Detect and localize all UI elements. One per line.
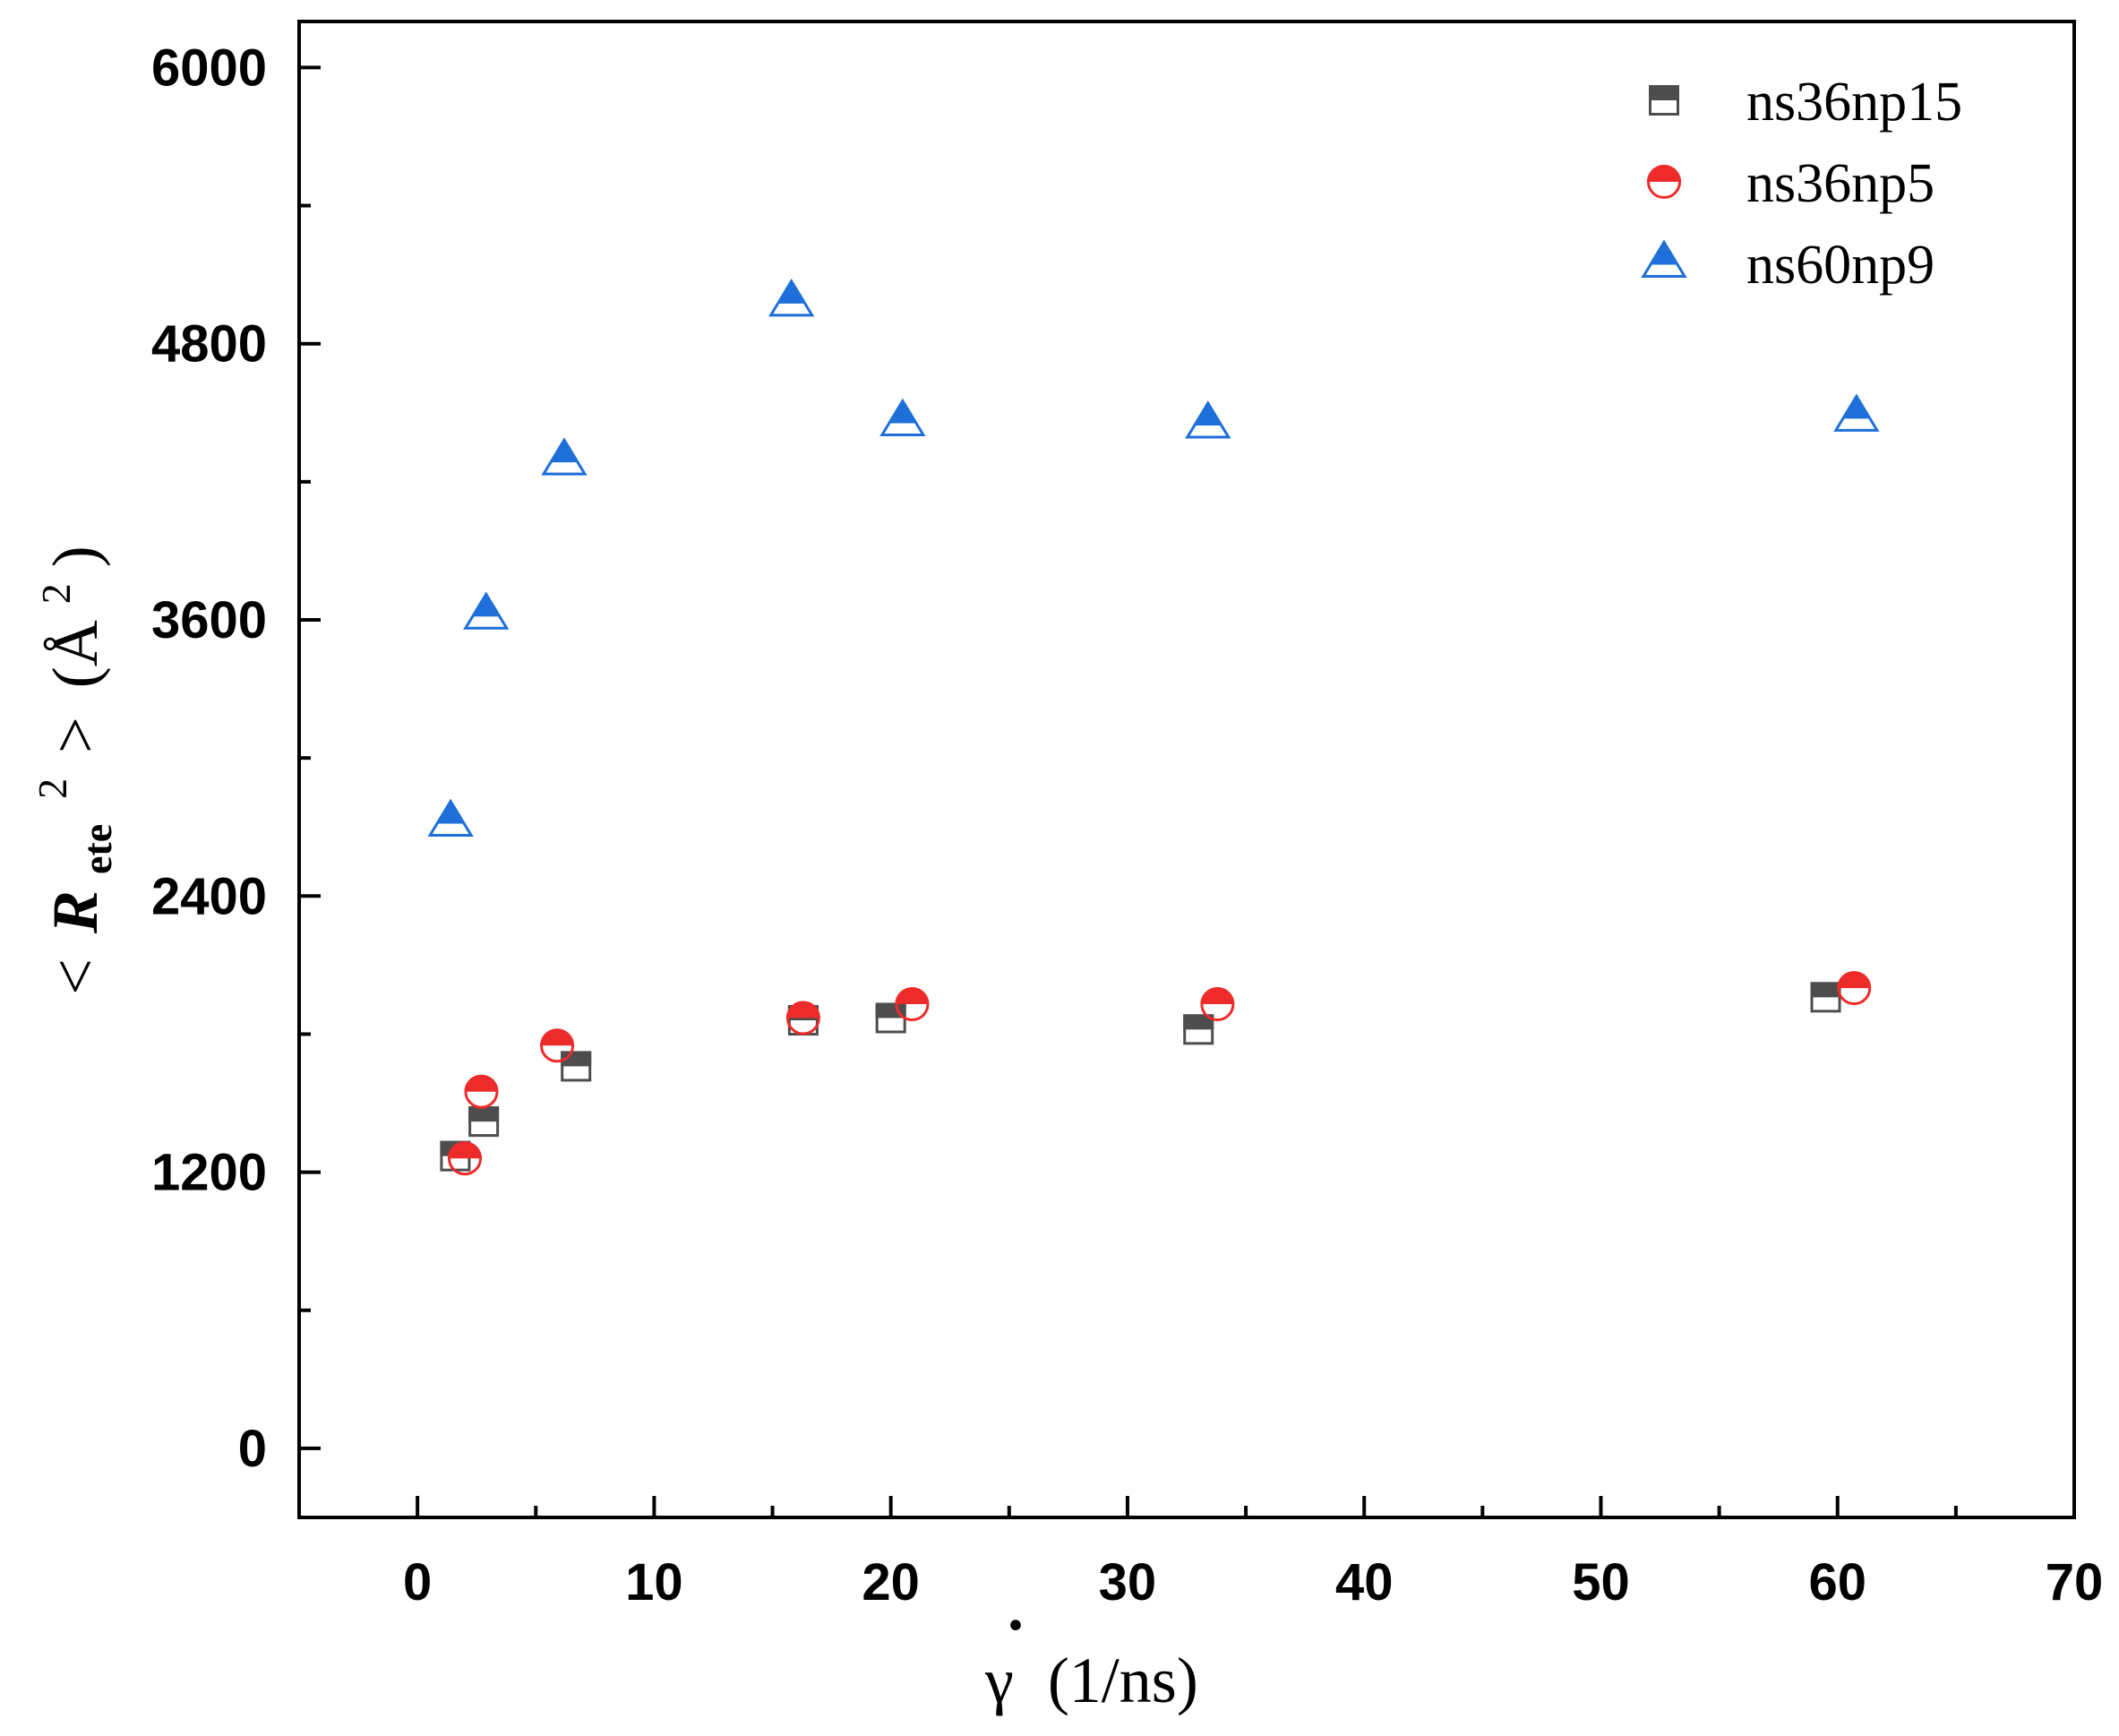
legend-marker [1649, 85, 1679, 116]
marker-outline [1833, 393, 1880, 432]
y-title-open: < [39, 958, 111, 995]
y-tick-label: 4800 [151, 315, 267, 374]
marker-fill [472, 594, 500, 617]
data-point-ns60np9 [879, 398, 926, 436]
marker-fill [1183, 1014, 1214, 1030]
marker-outline [879, 398, 926, 436]
marker-outline [895, 987, 930, 1022]
data-point-ns60np9 [768, 278, 815, 317]
data-point-ns60np9 [541, 437, 588, 476]
data-point-ns60np9 [1185, 400, 1231, 439]
legend-item-ns60np9: ns60np9 [1641, 235, 1935, 296]
data-point-ns60np9 [427, 798, 474, 838]
data-point-ns60np9 [463, 591, 510, 630]
marker-outline [463, 591, 510, 630]
legend-label: ns60np9 [1746, 235, 1935, 296]
x-title-dot: · [1005, 1589, 1026, 1661]
legend-label: ns36np15 [1746, 72, 1962, 133]
data-point-ns36np15 [561, 1051, 592, 1082]
x-tick-label: 50 [1572, 1553, 1630, 1611]
data-point-ns60np9 [1833, 393, 1880, 432]
marker-outline [1647, 165, 1681, 199]
y-tick-label: 1200 [151, 1144, 267, 1202]
data-point-ns36np5 [447, 1141, 482, 1176]
legend-label: ns36np5 [1746, 153, 1935, 214]
x-tick-label: 0 [403, 1553, 432, 1611]
marker-outline [1810, 982, 1841, 1013]
marker-outline [540, 1028, 575, 1063]
y-tick-label: 2400 [151, 867, 267, 925]
y-title-superscript: 2 [30, 778, 75, 799]
x-axis-title: γ (1/ns) [984, 1645, 1198, 1716]
data-point-ns36np15 [1810, 982, 1841, 1013]
marker-outline [1185, 400, 1231, 439]
x-tick-label: 20 [862, 1553, 920, 1611]
x-title-unit: (1/ns) [1048, 1645, 1198, 1716]
marker-outline [1200, 987, 1235, 1022]
marker-outline [427, 798, 474, 838]
data-point-ns36np5 [1200, 987, 1235, 1022]
marker-outline [1649, 85, 1679, 116]
y-title-unit-close: ) [39, 546, 111, 567]
marker-outline [785, 1001, 820, 1036]
y-tick-label: 3600 [151, 591, 267, 649]
y-title-unit-sup: 2 [33, 583, 79, 604]
marker-fill [1649, 85, 1679, 100]
marker-fill [888, 400, 917, 424]
x-axis: 0 10 20 30 40 50 60 70 [403, 1496, 2103, 1611]
marker-fill [468, 1106, 500, 1122]
legend-marker [1641, 239, 1687, 278]
marker-outline [768, 278, 815, 317]
data-point-ns36np15 [468, 1106, 500, 1138]
marker-outline [464, 1074, 499, 1109]
data-point-ns36np5 [785, 1001, 820, 1036]
legend-item-ns36np15: ns36np15 [1649, 72, 1962, 133]
data-point-ns36np5 [895, 987, 930, 1022]
marker-outline [1641, 239, 1687, 278]
x-tick-label: 10 [625, 1553, 683, 1611]
marker-fill [1842, 396, 1871, 419]
y-axis: 0 1200 2400 3600 4800 6000 [151, 39, 321, 1478]
y-tick-label: 6000 [151, 39, 267, 97]
legend: ns36np15 ns36np5 ns60np9 [1641, 72, 1962, 296]
y-title-close: > [39, 717, 111, 753]
plot-frame [297, 20, 2076, 1519]
legend-item-ns36np5: ns36np5 [1647, 153, 1935, 214]
y-tick-label: 0 [238, 1420, 267, 1478]
y-title-subscript: ete [74, 824, 120, 874]
x-tick-label: 70 [2046, 1553, 2104, 1611]
x-tick-label: 60 [1808, 1553, 1866, 1611]
data-point-ns36np5 [464, 1074, 499, 1109]
data-points [427, 278, 1880, 1176]
marker-fill [1194, 403, 1222, 426]
marker-outline [1837, 971, 1872, 1006]
y-title-unit-open: (Å [39, 620, 111, 688]
y-title-symbol: R [39, 890, 111, 934]
marker-fill [777, 280, 805, 304]
marker-fill [1650, 242, 1678, 265]
x-tick-label: 30 [1099, 1553, 1157, 1611]
marker-outline [541, 437, 588, 476]
x-title-symbol: γ [984, 1645, 1014, 1716]
marker-fill [1810, 982, 1841, 998]
marker-outline [447, 1141, 482, 1176]
data-point-ns36np5 [540, 1028, 575, 1063]
legend-marker [1647, 165, 1681, 199]
y-axis-title: < R ete 2 > (Å 2 ) [9, 546, 125, 994]
x-tick-label: 40 [1335, 1553, 1394, 1611]
marker-fill [436, 801, 465, 824]
marker-fill [550, 440, 579, 463]
data-point-ns36np15 [1183, 1014, 1214, 1045]
data-point-ns36np5 [1837, 971, 1872, 1006]
marker-outline [1183, 1014, 1214, 1045]
marker-outline [561, 1051, 592, 1082]
